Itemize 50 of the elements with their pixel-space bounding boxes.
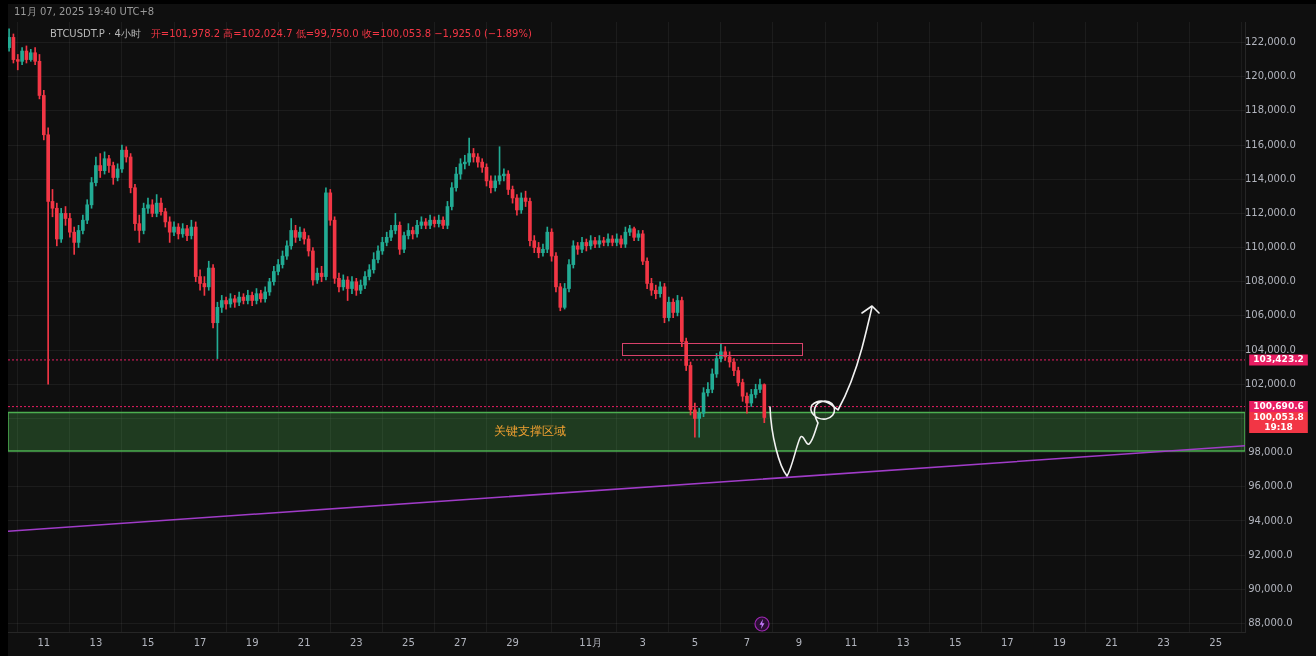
x-tick-label: 11月 bbox=[579, 636, 603, 648]
y-tick-label: 94,000.0 bbox=[1248, 514, 1293, 526]
x-tick-label: 13 bbox=[89, 636, 103, 648]
x-tick-label: 23 bbox=[349, 636, 363, 648]
x-tick-label: 9 bbox=[795, 636, 803, 648]
x-tick-label: 15 bbox=[141, 636, 155, 648]
x-tick-label: 25 bbox=[1209, 636, 1223, 648]
candlestick bbox=[693, 402, 697, 438]
y-tick-label: 114,000.0 bbox=[1244, 172, 1296, 184]
x-tick-label: 5 bbox=[691, 636, 699, 648]
y-tick-label: 88,000.0 bbox=[1248, 617, 1293, 629]
y-tick-label: 122,000.0 bbox=[1244, 36, 1296, 48]
y-tick-label: 96,000.0 bbox=[1248, 480, 1293, 492]
x-tick-label: 27 bbox=[454, 636, 467, 648]
x-tick-label: 15 bbox=[948, 636, 962, 648]
x-tick-label: 3 bbox=[639, 636, 646, 648]
x-tick-label: 29 bbox=[506, 636, 519, 648]
x-tick-label: 19 bbox=[1053, 636, 1066, 648]
x-tick-label: 7 bbox=[743, 636, 751, 648]
y-tick-label: 106,000.0 bbox=[1244, 309, 1296, 321]
text: BTCUSDT.P · 4小时 bbox=[50, 28, 141, 39]
y-tick-label: 118,000.0 bbox=[1244, 104, 1296, 116]
x-tick-label: 17 bbox=[193, 636, 207, 648]
y-tick-label: 110,000.0 bbox=[1244, 241, 1296, 253]
band-label: 关键支撑区域 bbox=[494, 423, 567, 438]
y-tick-label: 98,000.0 bbox=[1248, 446, 1293, 458]
text: 开=101,978.2 高=102,024.7 低=99,750.0 收=100,053.8 −1,925.0 (−1.89%) bbox=[150, 28, 532, 39]
x-tick-label: 11 bbox=[37, 636, 51, 648]
ref-line-label: 103,423.2 bbox=[1253, 354, 1304, 365]
y-tick-label: 112,000.0 bbox=[1244, 206, 1296, 218]
y-tick-label: 120,000.0 bbox=[1244, 70, 1296, 82]
y-tick-label: 90,000.0 bbox=[1248, 582, 1293, 594]
x-tick-label: 21 bbox=[297, 636, 311, 648]
y-tick-label: 104,000.0 bbox=[1244, 343, 1296, 355]
x-tick-label: 25 bbox=[402, 636, 415, 648]
y-tick-label: 102,000.0 bbox=[1244, 377, 1296, 389]
x-tick-label: 11 bbox=[844, 636, 858, 648]
x-tick-label: 23 bbox=[1157, 636, 1170, 648]
text: 19:18 bbox=[1264, 421, 1293, 432]
text: 100,053.8 bbox=[1253, 411, 1304, 422]
x-tick-label: 17 bbox=[1001, 636, 1014, 648]
x-tick-label: 19 bbox=[245, 636, 259, 648]
y-tick-label: 116,000.0 bbox=[1244, 138, 1296, 150]
ref-line-label: 100,690.6 bbox=[1253, 400, 1304, 411]
text: 11月 07, 2025 19:40 UTC+8 bbox=[14, 6, 155, 18]
x-tick-label: 21 bbox=[1105, 636, 1118, 648]
x-tick-label: 13 bbox=[896, 636, 910, 648]
candlestick bbox=[98, 153, 103, 178]
y-tick-label: 108,000.0 bbox=[1244, 275, 1296, 287]
y-tick-label: 92,000.0 bbox=[1248, 548, 1293, 560]
